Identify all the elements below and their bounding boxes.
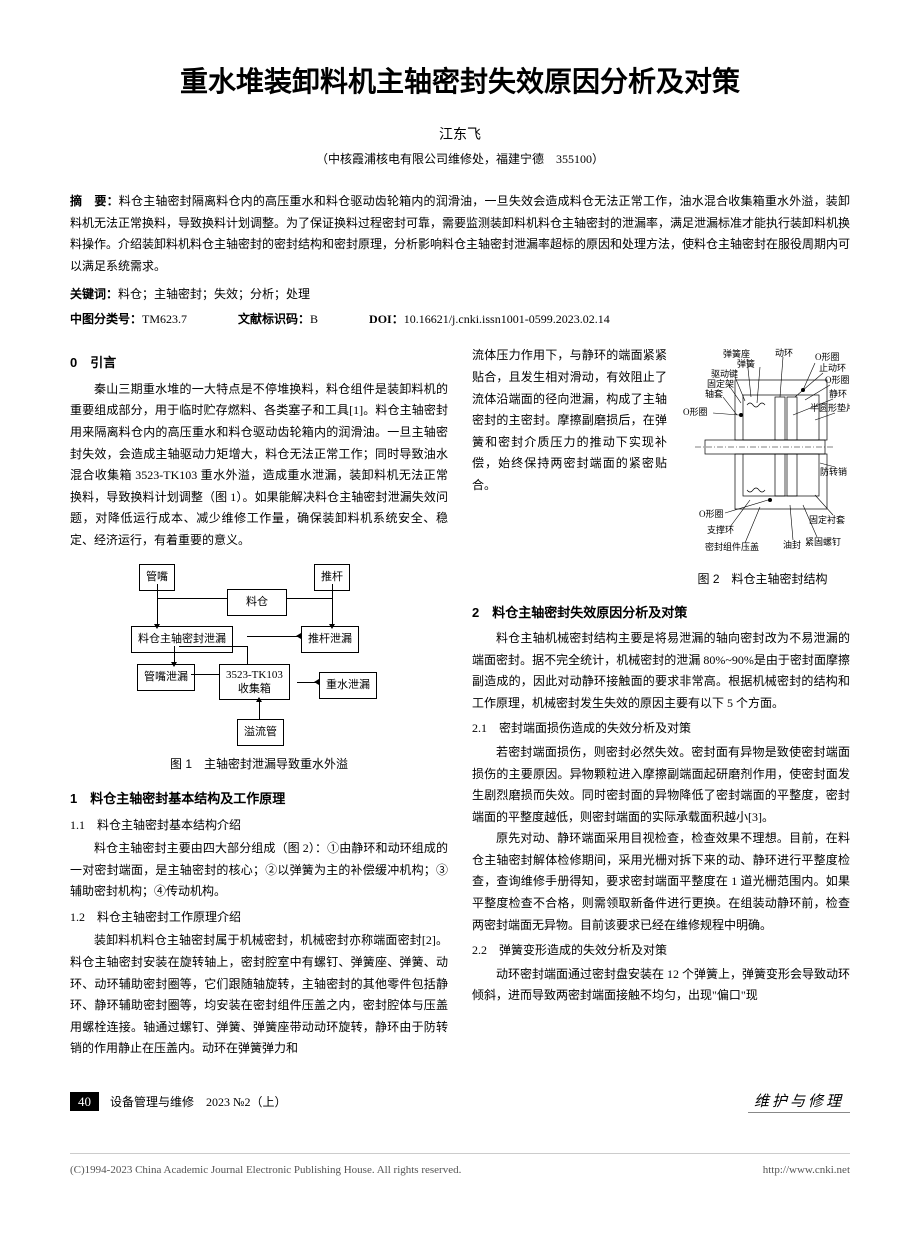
journal-info: 设备管理与维修 2023 №2（上）: [110, 1095, 286, 1109]
abstract-text: 料仓主轴密封隔离料仓内的高压重水和料仓驱动齿轮箱内的润滑油，一旦失效会造成料仓无…: [70, 194, 850, 273]
sec2-p1: 料仓主轴机械密封结构主要是将易泄漏的轴向密封改为不易泄漏的端面密封。据不完全统计…: [472, 628, 850, 714]
doi: 10.16621/j.cnki.issn1001-0599.2023.02.14: [404, 312, 610, 326]
fig1-box-overflow: 溢流管: [237, 719, 284, 747]
copyright-text: (C)1994-2023 China Academic Journal Elec…: [70, 1164, 461, 1176]
fig2-label-zhicheng: 支撑环: [707, 524, 734, 535]
fig2-label-donghuan: 动环: [775, 348, 793, 358]
doc-code-label: 文献标识码：: [238, 312, 310, 326]
fig1-box-zsleak: 重水泄漏: [319, 672, 377, 700]
fig2-label-oxing-tr: O形圈: [815, 351, 840, 362]
right-column: 弹簧座 弹簧 驱动键 固定架 轴套 O形圈 动环 O形圈 止动环 O形圈: [472, 345, 850, 1060]
two-column-body: 0 引言 秦山三期重水堆的一大特点是不停堆换料，料仓组件是装卸料机的重要组成部分…: [70, 345, 850, 1060]
affiliation: （中核霞浦核电有限公司维修处，福建宁德 355100）: [70, 150, 850, 167]
keywords-text: 料仓；主轴密封；失效；分析；处理: [118, 287, 310, 301]
keywords: 关键词：料仓；主轴密封；失效；分析；处理: [70, 285, 850, 302]
left-column: 0 引言 秦山三期重水堆的一大特点是不停堆换料，料仓组件是装卸料机的重要组成部分…: [70, 345, 448, 1060]
sec2-head: 2 料仓主轴密封失效原因分析及对策: [472, 601, 850, 624]
meta-row: 中图分类号：TM623.7 文献标识码：B DOI：10.16621/j.cnk…: [70, 310, 850, 327]
sec1-2-p: 装卸料机料仓主轴密封属于机械密封，机械密封亦称端面密封[2]。料仓主轴密封安装在…: [70, 930, 448, 1060]
fig2-label-tanhuang: 弹簧: [737, 358, 755, 369]
fig2-label-banyuan: 半圆形垫片: [810, 402, 850, 413]
abstract: 摘 要：料仓主轴密封隔离料仓内的高压重水和料仓驱动齿轮箱内的润滑油，一旦失效会造…: [70, 191, 850, 277]
clc-label: 中图分类号：: [70, 312, 142, 326]
sec2-1-head: 2.1 密封端面损伤造成的失效分析及对策: [472, 718, 850, 740]
section-name: 维护与修理: [748, 1090, 850, 1113]
copyright-bar: (C)1994-2023 China Academic Journal Elec…: [70, 1153, 850, 1176]
fig2-caption: 图 2 料仓主轴密封结构: [675, 569, 850, 591]
fig2-label-youfeng: 油封: [783, 539, 801, 550]
sec1-2-head: 1.2 料仓主轴密封工作原理介绍: [70, 907, 448, 929]
doi-label: DOI：: [369, 312, 404, 326]
sec0-p1: 秦山三期重水堆的一大特点是不停堆换料，料仓组件是装卸料机的重要组成部分，用于临时…: [70, 379, 448, 552]
abstract-label: 摘 要：: [70, 194, 119, 208]
fig2-label-oxing-l: O形圈: [683, 406, 708, 417]
figure-2: 弹簧座 弹簧 驱动键 固定架 轴套 O形圈 动环 O形圈 止动环 O形圈: [675, 345, 850, 590]
sec1-1-head: 1.1 料仓主轴密封基本结构介绍: [70, 815, 448, 837]
fig1-box-collectbox: 3523-TK103 收集箱: [219, 664, 290, 701]
clc: TM623.7: [142, 312, 187, 326]
fig1-box-mainleak: 料仓主轴密封泄漏: [131, 626, 233, 654]
fig2-label-tanhuangzuo: 弹簧座: [723, 348, 750, 359]
fig2-label-oxing-bl: O形圈: [699, 508, 724, 519]
sec2-1-p1: 若密封端面损伤，则密封必然失效。密封面有异物是致使密封端面损伤的主要原因。异物颗…: [472, 742, 850, 828]
fig2-label-yagai: 密封组件压盖: [705, 541, 759, 552]
cnki-link[interactable]: http://www.cnki.net: [763, 1164, 850, 1176]
fig2-label-jinghuan: 静环: [829, 388, 847, 399]
fig2-label-jinjin: 紧固螺钉: [805, 537, 841, 547]
fig1-box-guanzuileak: 管嘴泄漏: [137, 664, 195, 692]
fig2-label-gudingchentao: 固定衬套: [809, 514, 845, 525]
fig2-label-zhoutao: 轴套: [705, 388, 723, 399]
fig2-label-qudongjian: 驱动键: [711, 368, 738, 379]
fig2-label-fangzhuanxiao: 防转销: [820, 466, 847, 477]
sec1-1-p: 料仓主轴密封主要由四大部分组成（图 2）：①由静环和动环组成的一对密封端面，是主…: [70, 838, 448, 903]
sec2-2-p1: 动环密封端面通过密封盘安装在 12 个弹簧上，弹簧变形会导致动环倾斜，进而导致两…: [472, 964, 850, 1007]
fig1-box-liaocang: 料仓: [227, 589, 287, 617]
author: 江东飞: [70, 124, 850, 144]
page-footer: 40 设备管理与维修 2023 №2（上） 维护与修理: [70, 1090, 850, 1113]
figure-1: 管嘴 推杆 料仓 料仓主轴密封泄漏 推杆泄漏 管嘴泄漏 3523-TK103 收…: [70, 564, 448, 776]
fig1-box-tuiganleak: 推杆泄漏: [301, 626, 359, 654]
doc-code: B: [310, 312, 318, 326]
paper-title: 重水堆装卸料机主轴密封失效原因分析及对策: [70, 60, 850, 100]
sec0-head: 0 引言: [70, 351, 448, 374]
fig1-caption: 图 1 主轴密封泄漏导致重水外溢: [70, 754, 448, 776]
sec2-2-head: 2.2 弹簧变形造成的失效分析及对策: [472, 940, 850, 962]
keywords-label: 关键词：: [70, 287, 118, 301]
page-number: 40: [70, 1092, 99, 1111]
sec2-1-p2: 原先对动、静环端面采用目视检查，检查效果不理想。目前，在料仓主轴密封解体检修期间…: [472, 828, 850, 936]
fig2-label-oxing-r: O形圈: [825, 374, 850, 385]
575: 1 料仓主轴密封基本结构及工作原理: [70, 787, 448, 810]
fig2-label-zhidonghuan: 止动环: [819, 362, 846, 373]
fig2-label-gudingjia: 固定架: [707, 378, 734, 389]
